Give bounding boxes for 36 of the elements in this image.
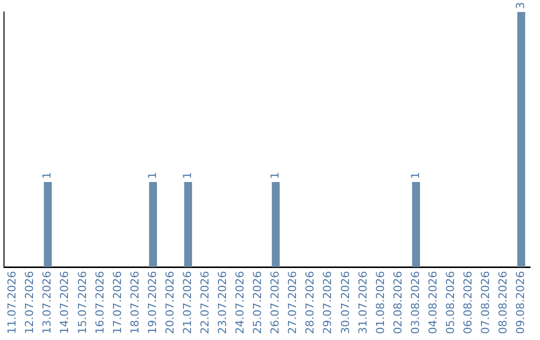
x-tick-label: 13.07.2026 [40,271,54,334]
x-tick-label: 27.07.2026 [286,271,300,334]
x-tick-label: 23.07.2026 [216,271,230,334]
data-label: 1 [146,172,159,180]
data-label: 1 [268,172,282,180]
x-tick-label: 06.08.2026 [461,271,474,334]
x-tick-label: 17.07.2026 [110,271,124,334]
x-tick-label: 08.08.2026 [496,271,510,334]
x-tick-label: 18.07.2026 [128,271,142,334]
x-tick-label: 28.07.2026 [304,271,317,334]
data-label: 1 [180,172,194,180]
x-tick-label: 05.08.2026 [444,271,457,334]
x-tick-label: 29.07.2026 [321,271,334,334]
x-tick-label: 07.08.2026 [479,271,492,334]
x-tick-label: 14.07.2026 [58,271,72,334]
x-tick-label: 03.08.2026 [408,271,422,334]
data-label: 1 [408,172,422,180]
x-tick-label: 02.08.2026 [391,271,404,334]
x-tick-label: 24.07.2026 [234,271,247,334]
x-tick-label: 21.07.2026 [180,271,194,334]
x-tick-label: 12.07.2026 [23,271,36,334]
x-tick-label: 15.07.2026 [76,271,89,334]
x-tick-label: 16.07.2026 [93,271,106,334]
x-tick-label: 11.07.2026 [6,271,19,334]
x-tick-label: 19.07.2026 [146,271,159,334]
x-tick-label: 01.08.2026 [374,271,387,334]
x-tick-label: 31.07.2026 [356,271,370,334]
x-tick-label: 20.07.2026 [163,271,176,334]
x-tick-label: 22.07.2026 [198,271,212,334]
x-tick-label: 09.08.2026 [514,271,528,334]
data-label: 1 [40,172,54,180]
x-tick-label: 25.07.2026 [251,271,264,334]
data-label: 3 [514,2,528,9]
x-tick-label: 30.07.2026 [338,271,352,334]
x-tick-label: 26.07.2026 [268,271,282,334]
x-tick-label: 04.08.2026 [426,271,440,334]
